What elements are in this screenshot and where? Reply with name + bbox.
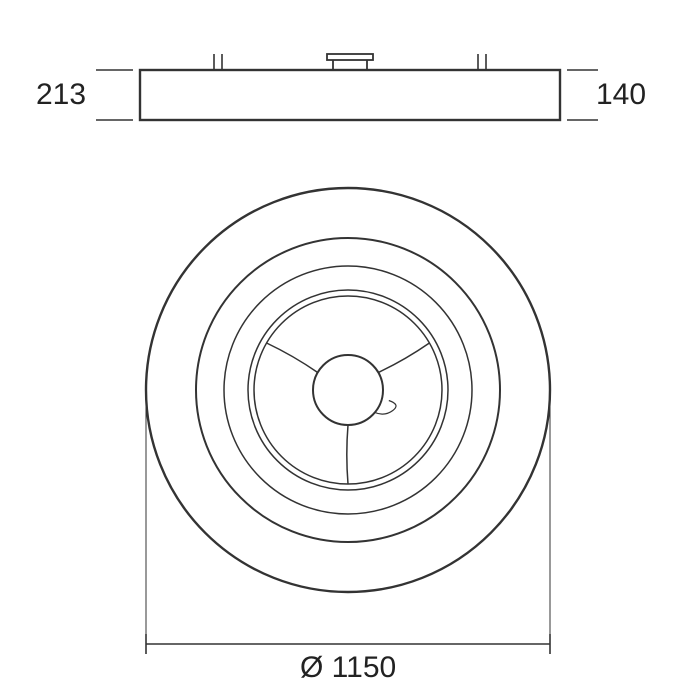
plan-view bbox=[0, 0, 700, 700]
dim-label-diameter: Ø 1150 bbox=[300, 651, 396, 685]
dim-label-right: 140 bbox=[596, 78, 646, 112]
dim-label-left: 213 bbox=[36, 78, 86, 112]
technical-drawing: 213 140 Ø 1150 bbox=[0, 0, 700, 700]
